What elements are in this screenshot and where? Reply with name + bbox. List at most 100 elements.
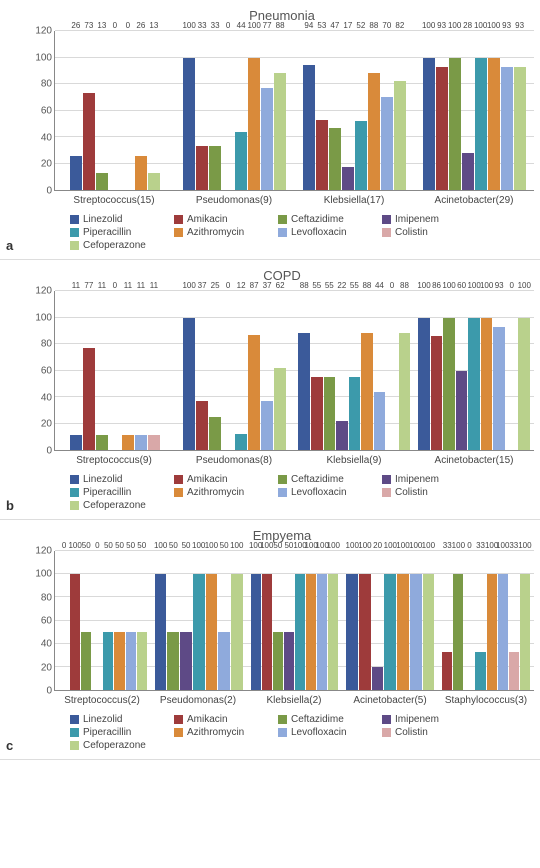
legend-item: Levofloxacin xyxy=(278,227,368,238)
bar: 100 xyxy=(359,551,371,690)
bar-fill xyxy=(418,318,430,451)
bar-fill xyxy=(397,574,409,690)
bar: 33 xyxy=(475,551,485,690)
bar: 0 xyxy=(92,551,102,690)
bar: 100 xyxy=(306,551,316,690)
bar-group: 267313002613 xyxy=(55,31,175,190)
bar-fill xyxy=(81,632,91,690)
bar-value: 100 xyxy=(260,541,273,550)
bar-value: 55 xyxy=(325,281,334,290)
bar-fill xyxy=(70,156,82,190)
bar: 93 xyxy=(514,31,526,190)
bar: 17 xyxy=(342,31,354,190)
bar-value: 0 xyxy=(390,281,394,290)
bar-value: 11 xyxy=(150,281,158,290)
bar-fill xyxy=(456,371,468,451)
bar-value: 0 xyxy=(226,281,230,290)
y-tick: 0 xyxy=(46,446,52,457)
bar: 0 xyxy=(506,291,518,450)
bar: 11 xyxy=(148,291,160,450)
y-tick: 40 xyxy=(41,639,52,650)
bar-fill xyxy=(209,417,221,450)
bar-value: 25 xyxy=(211,281,220,290)
bar: 12 xyxy=(235,291,247,450)
bar: 37 xyxy=(261,291,273,450)
bar-fill xyxy=(481,318,493,451)
bar-value: 100 xyxy=(422,21,435,30)
bar-fill xyxy=(342,167,354,190)
bar-fill xyxy=(83,348,95,450)
bar: 44 xyxy=(235,31,247,190)
swatch-icon xyxy=(174,215,183,224)
swatch-icon xyxy=(382,228,391,237)
bar: 100 xyxy=(346,551,358,690)
bar-value: 47 xyxy=(330,21,339,30)
swatch-icon xyxy=(278,228,287,237)
bar: 0 xyxy=(122,31,134,190)
swatch-icon xyxy=(174,475,183,484)
legend-item: Levofloxacin xyxy=(278,487,368,498)
bar-value: 50 xyxy=(104,541,113,550)
swatch-icon xyxy=(174,228,183,237)
bar: 50 xyxy=(114,551,124,690)
y-axis: 020406080100120 xyxy=(30,291,54,451)
bar-value: 55 xyxy=(312,281,321,290)
bar-fill xyxy=(251,574,261,690)
bar-value: 100 xyxy=(518,281,531,290)
bar: 100 xyxy=(520,551,530,690)
bar-group: 1008610060100100930100 xyxy=(414,291,534,450)
x-label: Staphylococcus(3) xyxy=(438,693,534,708)
bar-fill xyxy=(462,153,474,190)
swatch-icon xyxy=(278,215,287,224)
bar-fill xyxy=(449,58,461,191)
bar-fill xyxy=(103,632,113,690)
bar: 33 xyxy=(442,551,452,690)
bar-fill xyxy=(336,421,348,450)
legend-label: Ceftazidime xyxy=(291,714,344,725)
y-axis: 020406080100120 xyxy=(30,31,54,191)
x-label: Acinetobacter(15) xyxy=(414,453,534,468)
bar: 77 xyxy=(83,291,95,450)
legend-label: Piperacillin xyxy=(83,487,131,498)
bar-value: 13 xyxy=(149,21,158,30)
bar-value: 93 xyxy=(437,21,446,30)
bar-value: 88 xyxy=(362,281,371,290)
legend-label: Linezolid xyxy=(83,714,122,725)
x-label: Streptococcus(15) xyxy=(54,193,174,208)
bar-value: 100 xyxy=(422,541,435,550)
legend-label: Amikacin xyxy=(187,474,228,485)
y-tick: 60 xyxy=(41,616,52,627)
bar-fill xyxy=(349,377,361,450)
legend-item: Cefoperazone xyxy=(70,240,160,251)
bar-value: 82 xyxy=(395,21,404,30)
chart-panel-c: cEmpyema02040608010012001005005050505010… xyxy=(0,520,540,760)
bar: 62 xyxy=(274,291,286,450)
bar-value: 100 xyxy=(154,541,167,550)
legend-label: Azithromycin xyxy=(187,227,244,238)
y-tick: 60 xyxy=(41,106,52,117)
bar-groups: 0100500505050501005050100100501001001005… xyxy=(55,551,534,690)
bar-value: 0 xyxy=(467,541,471,550)
bar-value: 22 xyxy=(337,281,346,290)
legend-label: Levofloxacin xyxy=(291,487,347,498)
bar-group: 10033330441007788 xyxy=(175,31,295,190)
legend-label: Azithromycin xyxy=(187,487,244,498)
bar-value: 100 xyxy=(417,281,430,290)
bar: 93 xyxy=(501,31,513,190)
bar: 100 xyxy=(453,551,463,690)
bar-fill xyxy=(509,652,519,690)
bar-fill xyxy=(114,632,124,690)
chart-area: 0204060801001200100500505050501005050100… xyxy=(30,551,534,691)
bar-fill xyxy=(196,146,208,190)
bar-value: 100 xyxy=(182,281,195,290)
y-tick: 80 xyxy=(41,339,52,350)
bar-fill xyxy=(180,632,192,690)
bar-fill xyxy=(235,434,247,450)
bar: 52 xyxy=(355,31,367,190)
bar-fill xyxy=(488,58,500,191)
swatch-icon xyxy=(382,215,391,224)
bar: 100 xyxy=(443,291,455,450)
swatch-icon xyxy=(70,228,79,237)
bar-fill xyxy=(122,435,134,450)
x-axis: Streptococcus(15)Pseudomonas(9)Klebsiell… xyxy=(54,193,534,208)
